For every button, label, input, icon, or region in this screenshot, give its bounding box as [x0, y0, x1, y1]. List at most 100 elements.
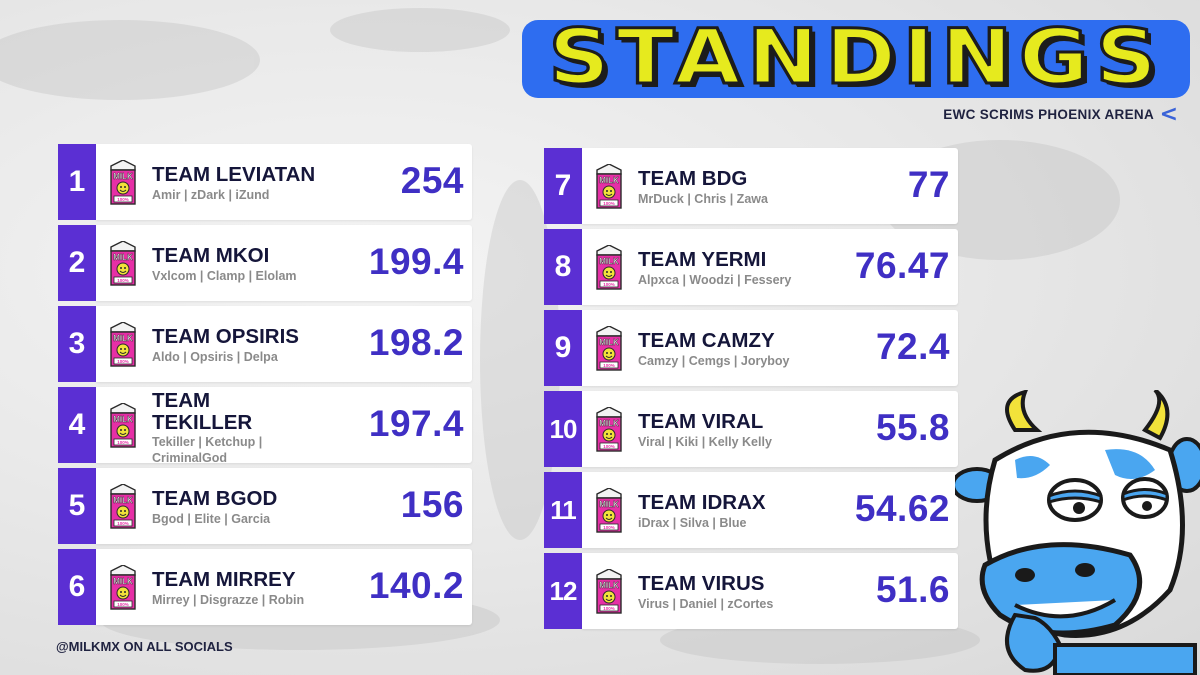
svg-text:100%: 100%	[117, 278, 129, 283]
team-name: TEAM CAMZY	[638, 329, 775, 352]
rank-number: 6	[58, 549, 96, 625]
rank-number: 7	[544, 148, 582, 224]
standings-row: 3 MILK 100% TEAM OPSIRIS Aldo | Opsiris …	[58, 306, 472, 382]
rank-number: 4	[58, 387, 96, 463]
team-players: MrDuck | Chris | Zawa	[638, 192, 768, 206]
milk-carton-icon: MILK 100%	[110, 484, 136, 529]
team-score: 198.2	[368, 322, 464, 363]
milk-carton-icon: MILK 100%	[110, 160, 136, 205]
team-score: 77	[907, 164, 950, 205]
team-players: Vxlcom | Clamp | Elolam	[152, 269, 297, 283]
milk-carton-icon: MILK 100%	[110, 565, 136, 610]
standings-row: 1 MILK 100% TEAM LEVIATAN Amir | zDark |…	[58, 144, 472, 220]
team-score: 254	[400, 160, 464, 201]
standings-row: 8 MILK 100% TEAM YERMI Alpxca | Woodzi |…	[544, 229, 958, 305]
page-title: STANDINGS	[547, 10, 1164, 102]
team-score: 51.6	[875, 569, 950, 610]
svg-text:MILK: MILK	[599, 500, 619, 509]
svg-text:100%: 100%	[603, 606, 615, 611]
team-name: TEAM TEKILLER	[152, 389, 253, 434]
milk-carton-icon: MILK 100%	[596, 488, 622, 533]
svg-text:100%: 100%	[117, 440, 129, 445]
rank-number: 3	[58, 306, 96, 382]
rank-number: 5	[58, 468, 96, 544]
svg-text:MILK: MILK	[113, 496, 133, 505]
milk-carton-icon: MILK 100%	[110, 241, 136, 286]
team-score: 54.62	[854, 488, 950, 529]
svg-text:MILK: MILK	[599, 338, 619, 347]
svg-text:100%: 100%	[603, 444, 615, 449]
standings-row: 11 MILK 100% TEAM IDRAX iDrax | Silva | …	[544, 472, 958, 548]
team-score: 197.4	[368, 403, 464, 444]
social-handle: @MILKMX ON ALL SOCIALS	[56, 639, 233, 654]
title-banner: STANDINGS	[522, 10, 1190, 102]
cow-mascot-icon	[955, 390, 1200, 675]
team-name: TEAM VIRUS	[638, 572, 765, 595]
rank-number: 9	[544, 310, 582, 386]
svg-text:MILK: MILK	[113, 577, 133, 586]
milk-carton-icon: MILK 100%	[110, 403, 136, 448]
svg-text:100%: 100%	[603, 201, 615, 206]
svg-text:MILK: MILK	[113, 172, 133, 181]
team-players: Aldo | Opsiris | Delpa	[152, 350, 278, 364]
team-players: Viral | Kiki | Kelly Kelly	[638, 435, 772, 449]
svg-text:100%: 100%	[603, 282, 615, 287]
svg-text:MILK: MILK	[599, 257, 619, 266]
standings-row: 4 MILK 100% TEAM TEKILLER Tekiller | Ket…	[58, 387, 472, 465]
standings-row: 7 MILK 100% TEAM BDG MrDuck | Chris | Za…	[544, 148, 958, 224]
team-card: MILK 100% TEAM CAMZY Camzy | Cemgs | Jor…	[582, 310, 958, 386]
standings-row: 12 MILK 100% TEAM VIRUS Virus | Daniel |…	[544, 553, 958, 629]
svg-text:MILK: MILK	[113, 415, 133, 424]
team-name: TEAM VIRAL	[638, 410, 764, 433]
standings-column-right: 7 MILK 100% TEAM BDG MrDuck | Chris | Za…	[544, 148, 958, 634]
team-card: MILK 100% TEAM TEKILLER Tekiller | Ketch…	[96, 387, 472, 465]
milk-carton-icon: MILK 100%	[596, 569, 622, 614]
standings-row: 2 MILK 100% TEAM MKOI Vxlcom | Clamp | E…	[58, 225, 472, 301]
team-card: MILK 100% TEAM MIRREY Mirrey | Disgrazze…	[96, 549, 472, 625]
team-card: MILK 100% TEAM YERMI Alpxca | Woodzi | F…	[582, 229, 958, 305]
svg-text:100%: 100%	[117, 521, 129, 526]
milk-carton-icon: MILK 100%	[596, 407, 622, 452]
svg-text:MILK: MILK	[113, 334, 133, 343]
team-score: 55.8	[875, 407, 950, 448]
rank-number: 12	[544, 553, 582, 629]
svg-text:MILK: MILK	[599, 176, 619, 185]
svg-text:100%: 100%	[117, 359, 129, 364]
milk-carton-icon: MILK 100%	[596, 326, 622, 371]
standings-row: 5 MILK 100% TEAM BGOD Bgod | Elite | Gar…	[58, 468, 472, 544]
team-name: TEAM OPSIRIS	[152, 325, 299, 348]
chevron-left-icon: <	[1159, 102, 1178, 127]
team-players: Camzy | Cemgs | Joryboy	[638, 354, 790, 368]
team-name: TEAM YERMI	[638, 248, 767, 271]
team-players: Alpxca | Woodzi | Fessery	[638, 273, 792, 287]
svg-text:MILK: MILK	[599, 419, 619, 428]
team-name: TEAM MKOI	[152, 244, 270, 267]
standings-row: 9 MILK 100% TEAM CAMZY Camzy | Cemgs | J…	[544, 310, 958, 386]
svg-text:100%: 100%	[117, 197, 129, 202]
milk-carton-icon: MILK 100%	[596, 245, 622, 290]
standings-row: 6 MILK 100% TEAM MIRREY Mirrey | Disgraz…	[58, 549, 472, 625]
team-card: MILK 100% TEAM BGOD Bgod | Elite | Garci…	[96, 468, 472, 544]
team-name: TEAM LEVIATAN	[152, 163, 316, 186]
rank-number: 2	[58, 225, 96, 301]
team-score: 140.2	[368, 565, 464, 606]
team-players: Tekiller | Ketchup | CriminalGod	[152, 435, 263, 465]
title-backdrop	[522, 20, 1190, 98]
team-players: Virus | Daniel | zCortes	[638, 597, 774, 611]
team-players: iDrax | Silva | Blue	[638, 516, 747, 530]
milk-carton-icon: MILK 100%	[110, 322, 136, 367]
rank-number: 8	[544, 229, 582, 305]
team-score: 72.4	[875, 326, 950, 367]
team-card: MILK 100% TEAM IDRAX iDrax | Silva | Blu…	[582, 472, 958, 548]
svg-text:100%: 100%	[117, 602, 129, 607]
team-card: MILK 100% TEAM OPSIRIS Aldo | Opsiris | …	[96, 306, 472, 382]
team-score: 156	[400, 484, 464, 525]
team-name: TEAM BGOD	[152, 487, 278, 510]
team-players: Mirrey | Disgrazze | Robin	[152, 593, 305, 607]
standings-column-left: 1 MILK 100% TEAM LEVIATAN Amir | zDark |…	[58, 144, 472, 630]
rank-number: 10	[544, 391, 582, 467]
team-score: 199.4	[368, 241, 464, 282]
svg-text:MILK: MILK	[599, 581, 619, 590]
team-card: MILK 100% TEAM BDG MrDuck | Chris | Zawa…	[582, 148, 958, 224]
svg-text:100%: 100%	[603, 363, 615, 368]
